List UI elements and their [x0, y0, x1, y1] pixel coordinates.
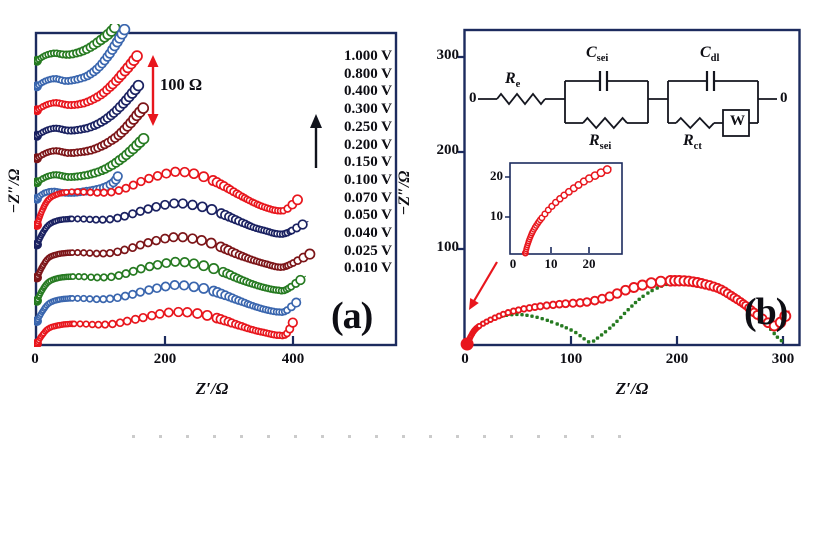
- series-0.200-V: [34, 132, 150, 188]
- legend-item-0.150-V: 0.150 V: [343, 154, 392, 171]
- panel-b-x-axis-label: Z′/Ω: [615, 379, 649, 398]
- series-0.050-V: [34, 232, 316, 283]
- resistor-Rct: [675, 116, 715, 130]
- scale-bar-label: 100 Ω: [160, 75, 203, 94]
- voltage-direction-arrow: [310, 114, 322, 168]
- panel-b-x-tick-100: 100: [559, 351, 583, 367]
- legend-item-0.050-V: 0.050 V: [343, 207, 392, 224]
- panel-b-y-tick-100: 100: [436, 239, 460, 255]
- panel-b-label: (b): [744, 291, 788, 333]
- caption-remnant: [132, 435, 628, 438]
- label-Rsei: Rsei: [589, 132, 611, 152]
- panel-b-y-tick-300: 300: [436, 47, 460, 63]
- label-Rct: Rct: [683, 132, 702, 152]
- label-Csei-base: C: [586, 44, 597, 61]
- legend-item-0.800-V: 0.800 V: [343, 65, 392, 82]
- panel-b-x-tick-300: 300: [771, 351, 795, 367]
- panel-a-x-tick-200: 200: [153, 351, 177, 367]
- legend-item-0.025-V: 0.025 V: [343, 242, 392, 259]
- panel-b-inset-frame: [509, 162, 623, 255]
- voltage-legend: 1.000 V 0.800 V 0.400 V 0.300 V 0.250 V 0.200…: [314, 48, 392, 278]
- series-0.800-V: [34, 24, 131, 92]
- scale-bar-arrow: [147, 55, 159, 126]
- inset-y-tick-20: 20: [490, 168, 503, 183]
- circuit-right-terminal: 0: [780, 90, 788, 106]
- series-0.040-V: [34, 256, 307, 306]
- legend-item-0.100-V: 0.100 V: [343, 171, 392, 188]
- label-Rct-base: R: [683, 132, 694, 149]
- panel-a-y-axis-label: −Z″/Ω: [6, 168, 23, 214]
- panel-b-curves: [460, 274, 792, 351]
- resistor-Re: [496, 92, 546, 106]
- label-Csei-sub: sei: [596, 53, 609, 65]
- series-0.025-V: [34, 280, 302, 326]
- series-measured: [460, 274, 792, 351]
- inset-x-tick-0: 0: [509, 256, 517, 271]
- panel-b-y-axis-label: −Z″/Ω: [396, 170, 413, 216]
- capacitor-Cdl: [705, 71, 716, 91]
- label-Cdl-base: C: [700, 44, 711, 61]
- label-Rsei-sub: sei: [599, 141, 612, 153]
- inset-curve: [521, 165, 612, 257]
- label-Re-sub: e: [515, 79, 521, 91]
- label-Cdl: Cdl: [700, 44, 719, 64]
- series-0.100-V: [34, 166, 303, 230]
- legend-item-0.400-V: 0.400 V: [343, 83, 392, 100]
- resistor-Rsei: [582, 116, 628, 130]
- label-Re: Re: [505, 70, 520, 90]
- parallel-box-2-edges: [667, 81, 759, 123]
- legend-item-0.200-V: 0.200 V: [343, 136, 392, 153]
- circuit-left-terminal: 0: [469, 90, 477, 106]
- legend-item-0.250-V: 0.250 V: [343, 118, 392, 135]
- panel-a-x-tick-400: 400: [281, 351, 305, 367]
- legend-item-1.000-V: 1.000 V: [343, 48, 392, 64]
- series-0.300-V: [34, 79, 145, 141]
- legend-item-0.300-V: 0.300 V: [343, 101, 392, 118]
- label-Re-base: R: [505, 70, 516, 87]
- panel-a-frame: [34, 31, 398, 347]
- warburg-box: [722, 109, 750, 137]
- origin-pointer-arrow: [469, 261, 498, 310]
- legend-item-0.010-V: 0.010 V: [343, 260, 392, 277]
- series-1.000-V: [34, 24, 121, 66]
- inset-y-tick-10: 10: [490, 208, 503, 223]
- panel-b-x-tick-200: 200: [665, 351, 689, 367]
- label-warburg: W: [730, 113, 745, 129]
- panel-b-x-tick-0: 0: [461, 351, 469, 367]
- label-Rsei-base: R: [589, 132, 600, 149]
- panel-b-y-tick-200: 200: [436, 142, 460, 158]
- panel-a-x-tick-0: 0: [31, 351, 39, 367]
- panel-b-frame: [463, 28, 801, 347]
- series-0.400-V: [34, 50, 143, 116]
- label-Csei: Csei: [586, 44, 608, 64]
- inset-ticks: [505, 176, 590, 253]
- panel-a-curves: [34, 24, 316, 347]
- capacitor-Csei: [598, 71, 609, 91]
- inset-x-tick-20: 20: [582, 256, 596, 271]
- parallel-box-1-edges: [564, 81, 649, 123]
- panel-a-x-axis-label: Z′/Ω: [195, 379, 229, 398]
- series-low-Z-detail: [521, 165, 612, 257]
- label-Rct-sub: ct: [693, 141, 702, 153]
- inset-x-tick-10: 10: [544, 256, 558, 271]
- panel-a-label: (a): [331, 295, 373, 337]
- legend-item-0.070-V: 0.070 V: [343, 189, 392, 206]
- label-Cdl-sub: dl: [710, 53, 720, 65]
- legend-item-0.040-V: 0.040 V: [343, 225, 392, 242]
- series-0.070-V: [34, 198, 309, 250]
- series-0.250-V: [34, 102, 150, 164]
- equivalent-circuit: [478, 71, 777, 137]
- series-0.010-V: [34, 306, 298, 347]
